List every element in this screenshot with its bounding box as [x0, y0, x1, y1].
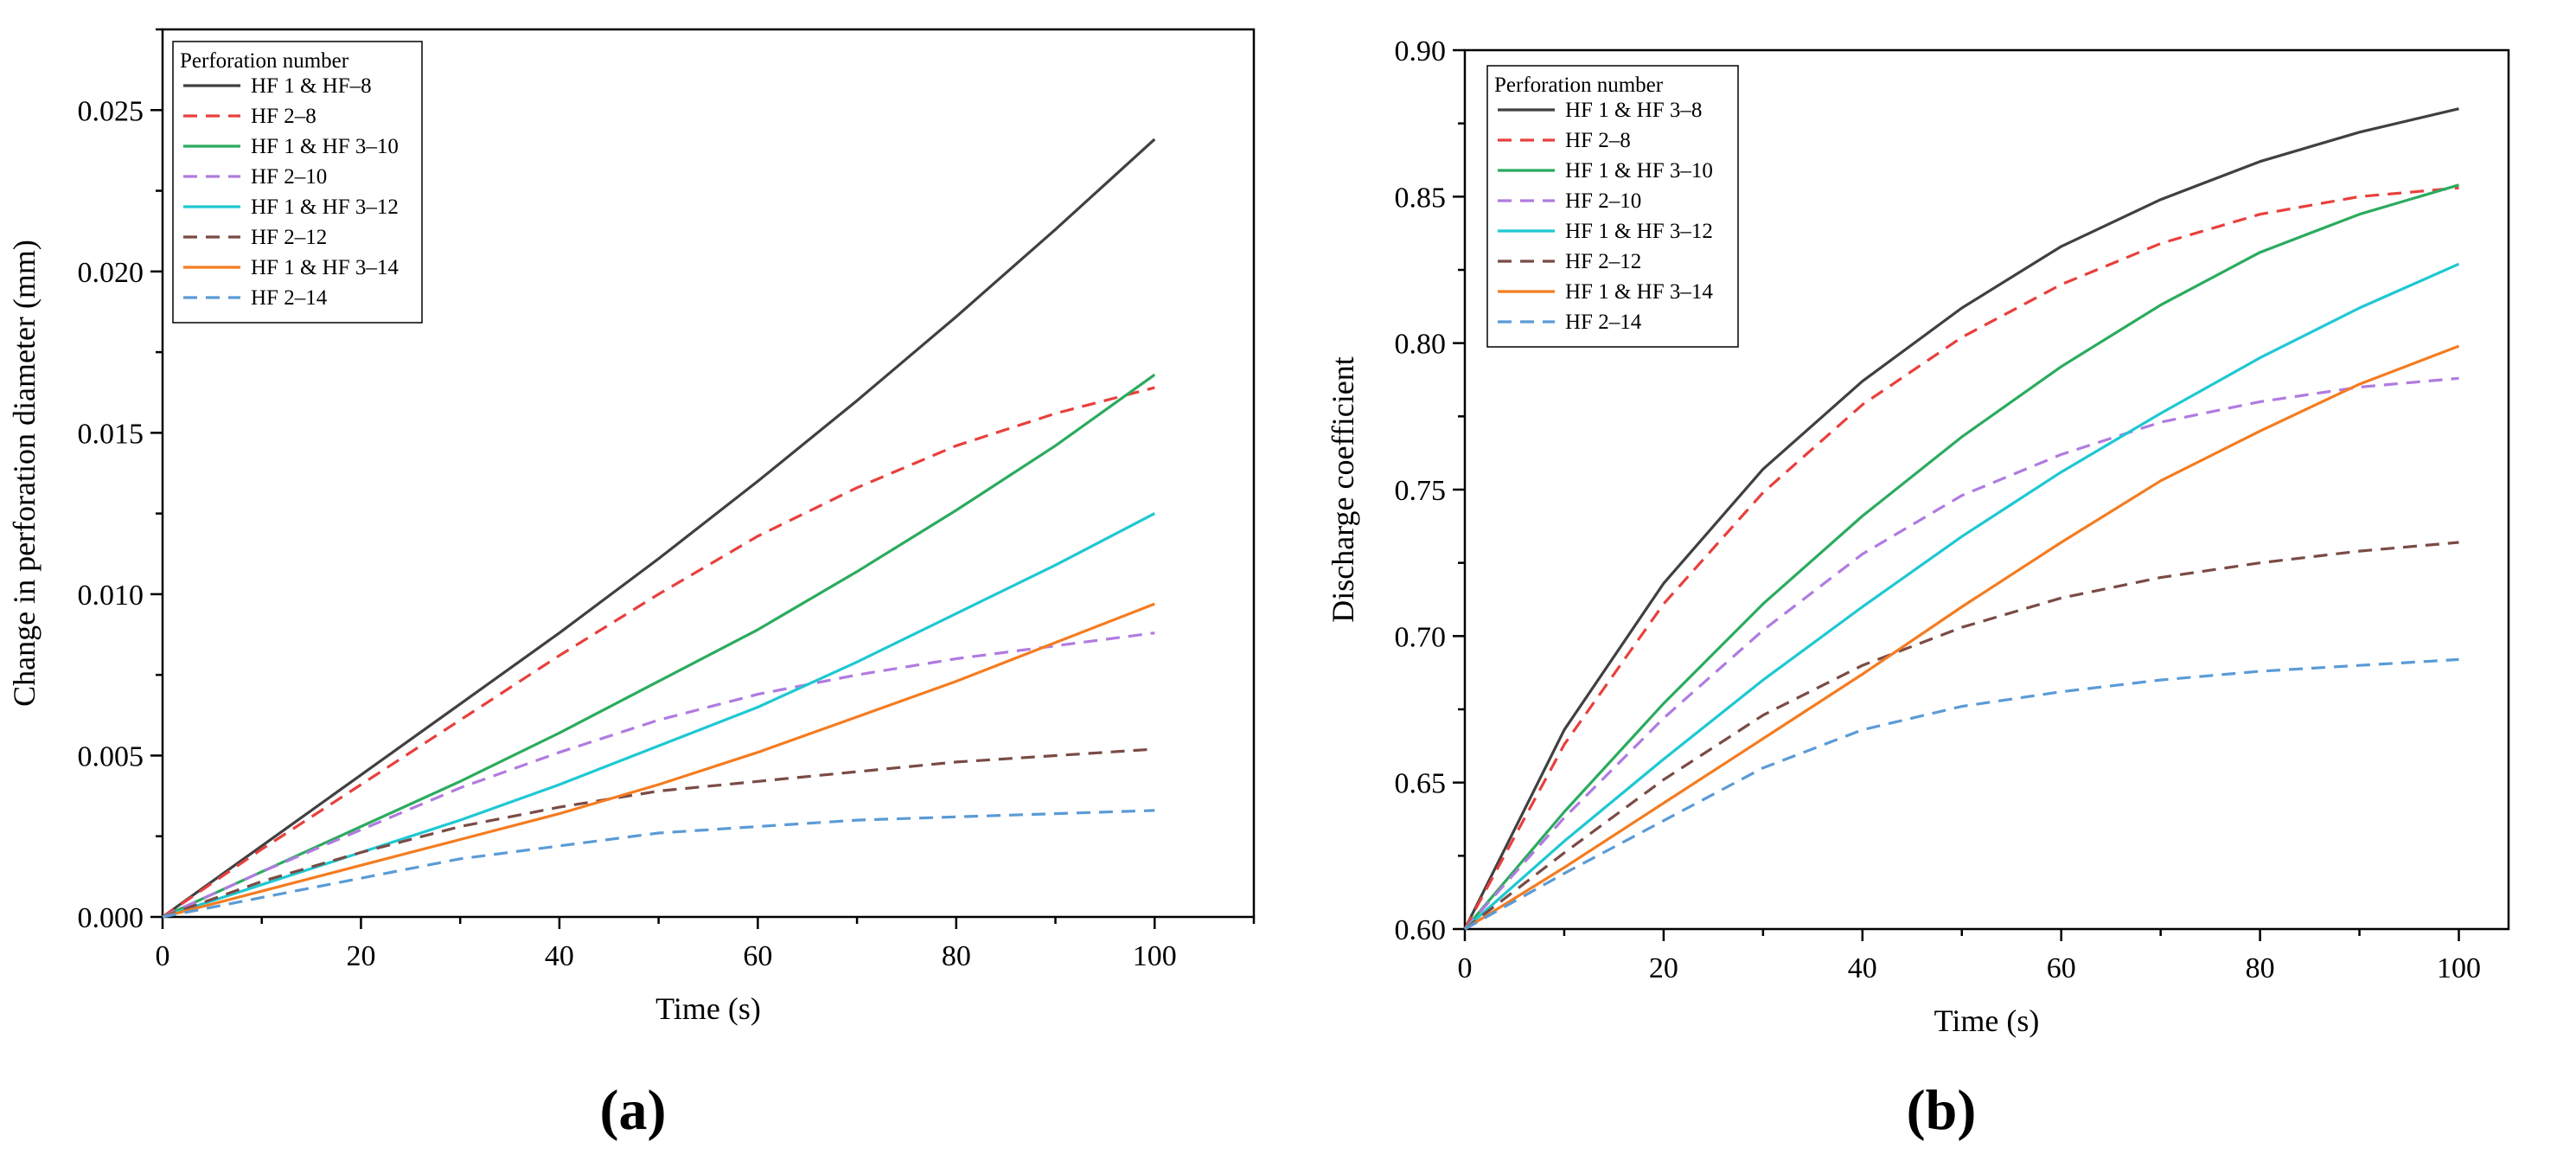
y-tick-label: 0.010: [78, 580, 144, 612]
series-line-4: [1463, 376, 2459, 931]
y-tick-label: 0.015: [78, 418, 144, 450]
x-tick-label: 60: [743, 940, 772, 972]
x-tick-label: 0: [156, 940, 170, 972]
x-tick-label: 80: [2246, 952, 2275, 984]
legend-label-8: HF 2–14: [251, 286, 328, 310]
legend-label-3: HF 1 & HF 3–10: [1565, 159, 1713, 183]
y-tick-label: 0.75: [1395, 475, 1447, 507]
y-axis-title: Change in perforation diameter (mm): [7, 240, 42, 707]
legend-label-4: HF 2–10: [251, 165, 327, 189]
series-line-1: [1463, 107, 2459, 930]
legend-label-1: HF 1 & HF 3–8: [1565, 99, 1702, 122]
legend-label-2: HF 2–8: [1565, 129, 1631, 152]
series-line-5: [162, 512, 1156, 919]
series-line-6: [1464, 541, 2459, 931]
series-line-8: [162, 809, 1155, 919]
x-tick-label: 0: [1458, 952, 1473, 984]
y-tick-label: 0.000: [78, 902, 144, 934]
x-axis-title: Time (s): [1934, 1003, 2040, 1038]
legend-label-8: HF 2–14: [1565, 311, 1642, 334]
legend-label-5: HF 1 & HF 3–12: [251, 195, 399, 219]
legend-label-7: HF 1 & HF 3–14: [251, 256, 399, 279]
y-tick-label: 0.020: [78, 257, 144, 289]
legend-box: [172, 41, 423, 324]
series-line-4: [162, 631, 1155, 919]
x-tick-label: 100: [1133, 940, 1177, 972]
y-tick-label: 0.80: [1395, 329, 1447, 361]
series-line-8: [1464, 657, 2459, 931]
y-axis-title: Discharge coefficient: [1326, 356, 1360, 623]
legend-label-1: HF 1 & HF–8: [251, 74, 372, 98]
legend-title: Perforation number: [180, 49, 349, 73]
x-tick-label: 20: [346, 940, 375, 972]
y-tick-label: 0.70: [1395, 621, 1447, 653]
x-tick-label: 100: [2437, 952, 2481, 984]
y-tick-label: 0.85: [1395, 182, 1447, 214]
legend-title: Perforation number: [1494, 74, 1664, 97]
series-line-5: [1463, 262, 2460, 931]
legend-label-4: HF 2–10: [1565, 189, 1641, 213]
panel-label-a: (a): [600, 1079, 667, 1142]
legend-label-6: HF 2–12: [251, 226, 327, 249]
y-tick-label: 0.025: [78, 95, 144, 127]
series-line-7: [162, 602, 1155, 919]
y-tick-label: 0.60: [1395, 914, 1447, 946]
panel-label-b: (b): [1907, 1079, 1977, 1142]
series-line-6: [162, 747, 1155, 919]
x-tick-label: 60: [2047, 952, 2076, 984]
series-line-1: [162, 138, 1156, 919]
legend-label-6: HF 2–12: [1565, 250, 1641, 273]
x-tick-label: 40: [1848, 952, 1877, 984]
plot-frame: [161, 28, 1256, 919]
legend-label-3: HF 1 & HF 3–10: [251, 135, 399, 158]
series-line-2: [1463, 186, 2459, 930]
legend-label-5: HF 1 & HF 3–12: [1565, 220, 1713, 243]
y-tick-label: 0.005: [78, 740, 144, 772]
chart-panel-a: 0 20 40 60 80 100 0.000 0.005 0.010 0.015 0.020 0.0…: [7, 28, 1256, 1026]
legend-box: [1486, 65, 1739, 348]
series-line-3: [162, 373, 1156, 919]
x-tick-label: 40: [545, 940, 574, 972]
y-tick-label: 0.90: [1395, 35, 1447, 67]
y-tick-label: 0.65: [1395, 768, 1447, 800]
legend-label-7: HF 1 & HF 3–14: [1565, 280, 1713, 304]
series-line-3: [1463, 183, 2459, 931]
x-tick-label: 80: [942, 940, 971, 972]
series-line-7: [1464, 344, 2460, 931]
series-line-2: [162, 386, 1155, 919]
chart-panel-b: 0 20 40 60 80 100 0.60 0.65 0.70 0.75 0.80 0.85 0.90…: [1326, 35, 2510, 1038]
x-axis-title: Time (s): [655, 991, 761, 1026]
legend-label-2: HF 2–8: [251, 105, 316, 128]
x-tick-label: 20: [1649, 952, 1678, 984]
